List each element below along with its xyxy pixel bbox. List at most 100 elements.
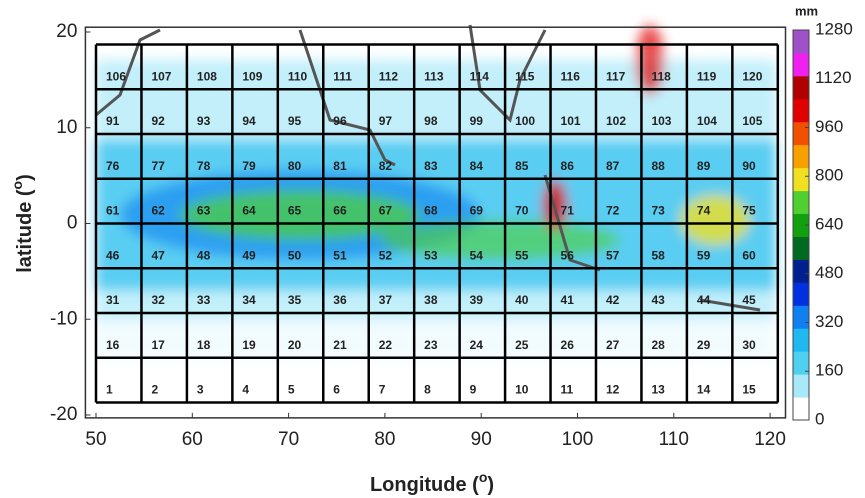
- x-tick-label: 90: [471, 429, 492, 450]
- y-axis-title-close: ): [14, 174, 36, 181]
- cell-label: 16: [106, 338, 120, 352]
- cell-label: 83: [424, 159, 438, 173]
- colorbar-swatch: [793, 305, 809, 329]
- x-tick-label: 70: [278, 429, 299, 450]
- cell-label: 108: [197, 69, 217, 83]
- x-tick-label: 80: [374, 429, 395, 450]
- cell-label: 4: [242, 383, 249, 397]
- cell-label: 71: [561, 204, 575, 218]
- y-tick-label: 10: [56, 117, 77, 138]
- cell-label: 112: [379, 69, 399, 83]
- cell-label: 47: [151, 248, 165, 262]
- cell-label: 66: [333, 204, 347, 218]
- cell-label: 82: [379, 159, 393, 173]
- cell-label: 1: [106, 383, 113, 397]
- colorbar-swatch: [793, 121, 809, 146]
- cell-label: 119: [697, 69, 717, 83]
- colorbar-swatch: [793, 30, 809, 54]
- colorbar-tick-label: 0: [815, 409, 824, 428]
- cell-label: 50: [288, 248, 302, 262]
- cell-label: 73: [651, 204, 665, 218]
- colorbar-swatch: [793, 190, 809, 215]
- cell-label: 41: [561, 293, 575, 307]
- cell-label: 23: [424, 338, 438, 352]
- cell-label: 38: [424, 293, 438, 307]
- colorbar-tick-label: 160: [815, 361, 843, 380]
- cell-label: 114: [470, 69, 490, 83]
- cell-label: 116: [561, 69, 581, 83]
- cell-label: 84: [470, 159, 484, 173]
- cell-label: 5: [288, 383, 295, 397]
- cell-label: 29: [697, 338, 711, 352]
- colorbar-tick-label: 960: [815, 117, 843, 136]
- colorbar-swatch: [793, 75, 809, 100]
- cell-label: 14: [697, 383, 711, 397]
- cell-label: 61: [106, 204, 120, 218]
- cell-label: 72: [606, 204, 620, 218]
- cell-label: 56: [561, 248, 575, 262]
- cell-label: 9: [470, 383, 477, 397]
- y-tick-label: -20: [50, 404, 77, 425]
- x-axis-title-sup: o: [479, 469, 488, 485]
- cell-label: 28: [651, 338, 665, 352]
- colorbar-tick-label: 1120: [815, 68, 852, 87]
- colorbar-tick-label: 640: [815, 214, 843, 233]
- cell-label: 48: [197, 248, 211, 262]
- x-axis-title-text: Longitude (: [370, 474, 479, 496]
- colorbar-swatch: [793, 374, 809, 398]
- cell-label: 95: [288, 114, 302, 128]
- colorbar-swatch: [793, 167, 809, 192]
- plot-frame: [84, 26, 787, 419]
- cell-label: 12: [606, 383, 620, 397]
- cell-label: 103: [651, 114, 671, 128]
- x-tick-label: 50: [85, 429, 106, 450]
- cell-label: 42: [606, 293, 620, 307]
- colorbar-unit: mm: [795, 3, 818, 18]
- cell-label: 3: [197, 383, 204, 397]
- cell-label: 62: [151, 204, 165, 218]
- cell-label: 70: [515, 204, 529, 218]
- colorbar-tick-label: 320: [815, 312, 843, 331]
- cell-label: 57: [606, 248, 620, 262]
- cell-label: 20: [288, 338, 302, 352]
- cell-label: 59: [697, 248, 711, 262]
- cell-label: 43: [651, 293, 665, 307]
- x-axis-title: Longitude (o): [370, 469, 494, 497]
- cell-label: 87: [606, 159, 620, 173]
- cell-label: 86: [561, 159, 575, 173]
- y-axis-title: latitude (o): [9, 174, 37, 273]
- x-tick-label: 60: [182, 429, 203, 450]
- cell-label: 89: [697, 159, 711, 173]
- colorbar-swatch: [793, 52, 809, 77]
- cell-label: 31: [106, 293, 120, 307]
- colorbar-swatch: [793, 351, 809, 375]
- cell-label: 78: [197, 159, 211, 173]
- cell-label: 25: [515, 338, 529, 352]
- y-tick-label: 20: [56, 21, 77, 42]
- cell-label: 79: [242, 159, 256, 173]
- cell-label: 52: [379, 248, 393, 262]
- cell-label: 96: [333, 114, 347, 128]
- colorbar-swatch: [793, 144, 809, 169]
- colorbar-swatch: [793, 98, 809, 123]
- cell-label: 53: [424, 248, 438, 262]
- cell-label: 75: [742, 204, 756, 218]
- cell-label: 91: [106, 114, 120, 128]
- cell-label: 7: [379, 383, 386, 397]
- cell-label: 34: [242, 293, 256, 307]
- cell-label: 13: [651, 383, 665, 397]
- cell-label: 77: [151, 159, 165, 173]
- cell-label: 107: [151, 69, 171, 83]
- colorbar-swatch: [793, 282, 809, 306]
- cell-label: 97: [379, 114, 393, 128]
- cell-label: 32: [151, 293, 165, 307]
- cell-label: 105: [742, 114, 762, 128]
- cell-label: 104: [697, 114, 717, 128]
- cell-label: 98: [424, 114, 438, 128]
- cell-label: 118: [651, 69, 671, 83]
- cell-label: 45: [742, 293, 756, 307]
- cell-label: 90: [742, 159, 756, 173]
- cell-label: 94: [242, 114, 256, 128]
- cell-label: 15: [742, 383, 756, 397]
